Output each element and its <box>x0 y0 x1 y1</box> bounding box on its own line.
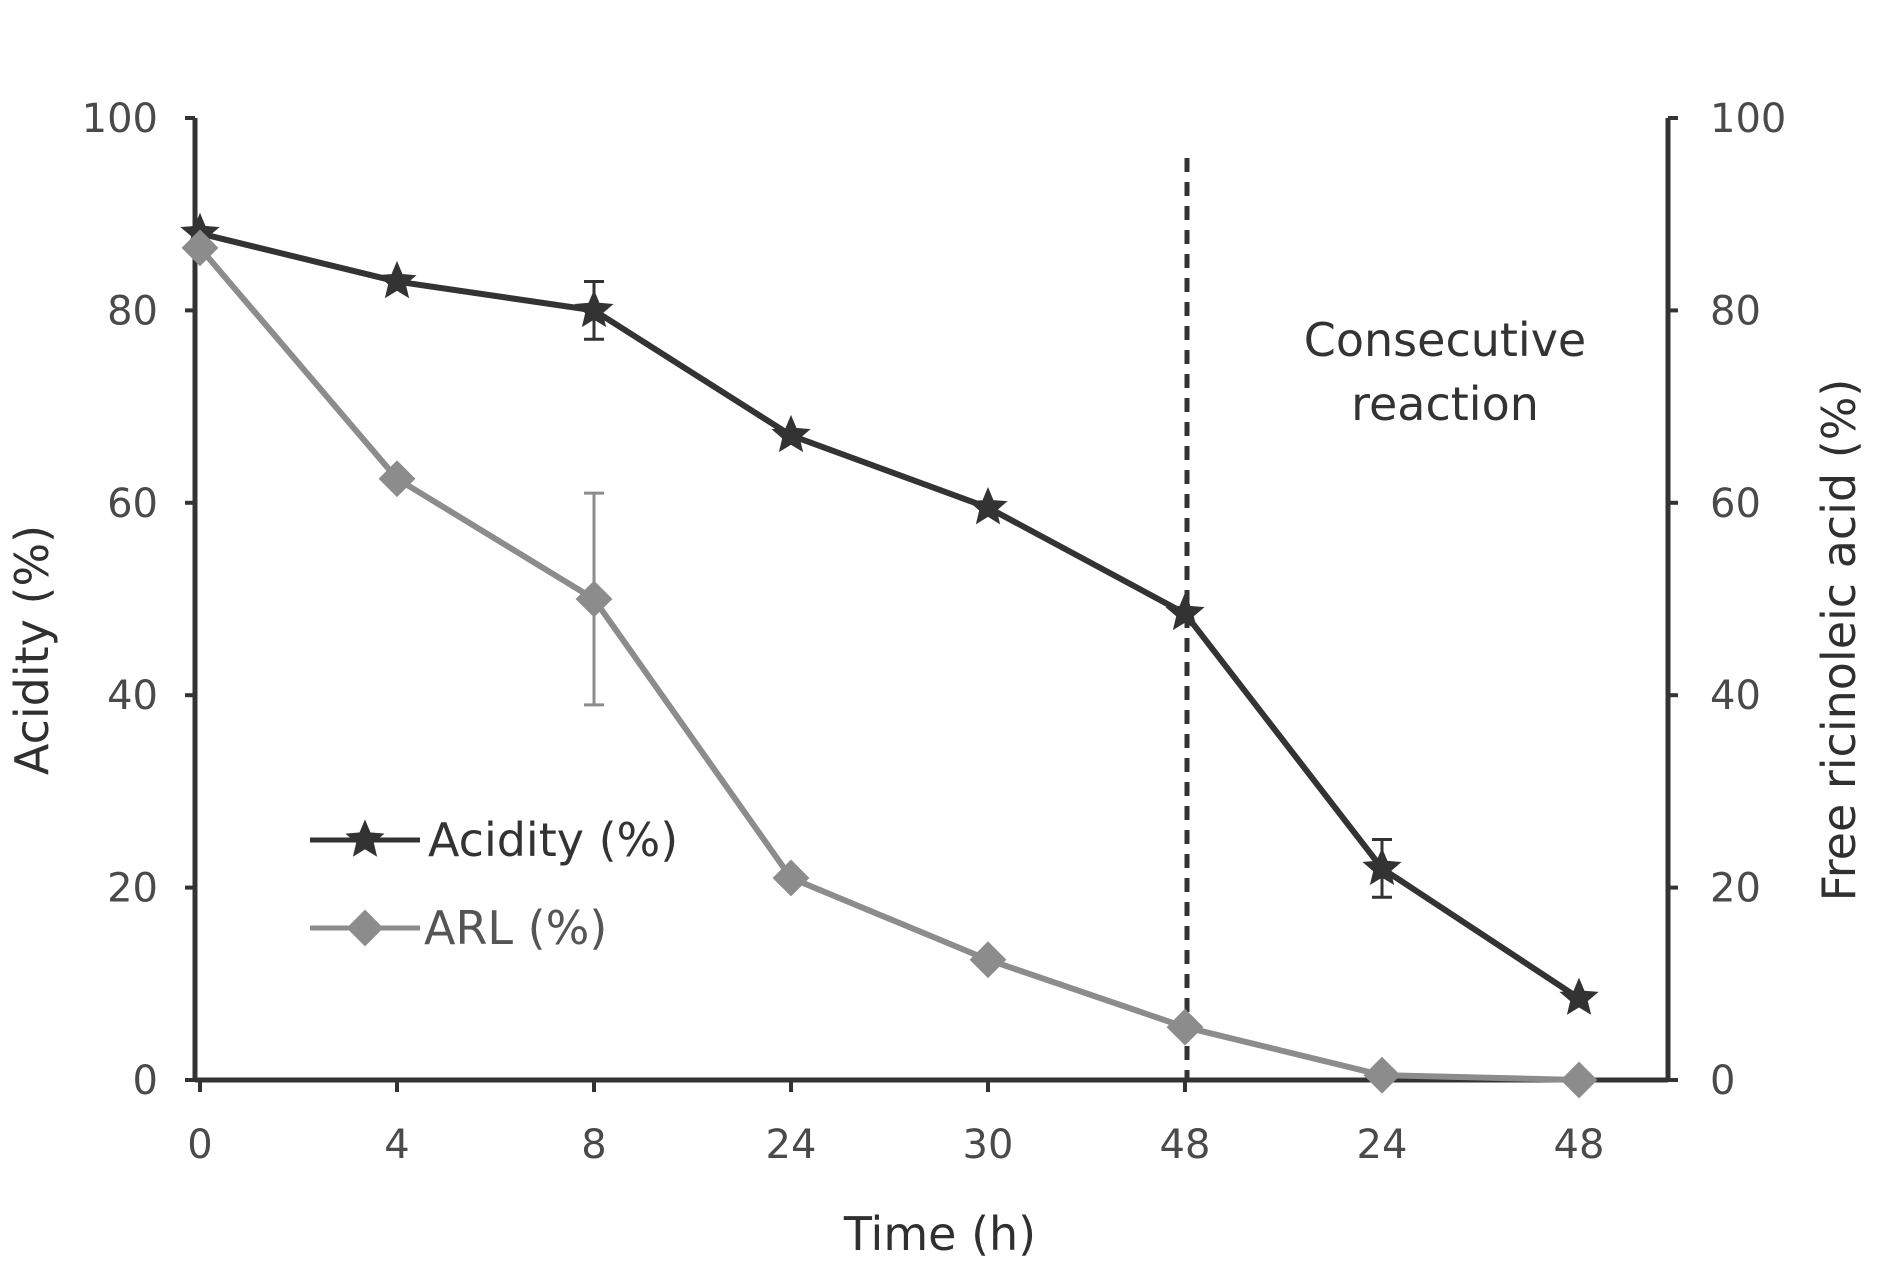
right-y-tick-label: 100 <box>1710 96 1786 142</box>
left-y-tick-label: 40 <box>107 673 158 719</box>
data-point <box>1166 1008 1204 1046</box>
legend-label-arl: ARL (%) <box>424 901 607 955</box>
legend: Acidity (%) ARL (%) <box>310 813 678 955</box>
annotation-line-1: Consecutive <box>1304 313 1586 367</box>
x-tick-label: 24 <box>766 1122 817 1168</box>
data-point <box>378 460 416 498</box>
x-tick-label: 8 <box>581 1122 606 1168</box>
x-tick-label: 48 <box>1160 1122 1211 1168</box>
right-y-tick-label: 0 <box>1710 1058 1735 1104</box>
data-point <box>1165 592 1205 631</box>
data-point <box>1560 1061 1598 1099</box>
left-y-tick-label: 20 <box>107 866 158 912</box>
left-y-tick-label: 60 <box>107 481 158 527</box>
x-tick-label: 30 <box>963 1122 1014 1168</box>
legend-marker-arl <box>346 909 384 947</box>
x-tick-label: 24 <box>1357 1122 1408 1168</box>
x-tick-label: 0 <box>187 1122 212 1168</box>
series-1 <box>181 229 1598 1099</box>
legend-marker-acidity <box>345 819 385 857</box>
x-tick-label: 48 <box>1554 1122 1605 1168</box>
data-point <box>377 260 417 299</box>
data-point <box>771 414 811 453</box>
right-y-tick-label: 80 <box>1710 288 1761 334</box>
x-axis-title: Time (h) <box>843 1207 1036 1261</box>
annotation-line-2: reaction <box>1351 377 1539 431</box>
data-point <box>1363 1056 1401 1094</box>
right-y-tick-label: 40 <box>1710 673 1761 719</box>
x-tick-label: 4 <box>384 1122 409 1168</box>
data-point <box>969 941 1007 979</box>
left-y-tick-label: 80 <box>107 288 158 334</box>
y-axis-title: Acidity (%) <box>5 525 59 775</box>
left-y-tick-label: 100 <box>82 96 158 142</box>
data-point <box>772 859 810 897</box>
data-point <box>968 487 1008 525</box>
left-y-tick-label: 0 <box>133 1058 158 1104</box>
right-y-tick-label: 20 <box>1710 866 1761 912</box>
series-line <box>199 230 1581 1001</box>
data-point <box>574 289 614 328</box>
y2-axis-title: Free ricinoleic acid (%) <box>1812 379 1866 902</box>
series-0 <box>180 212 1599 1015</box>
data-point <box>181 229 219 267</box>
data-point <box>1559 977 1599 1015</box>
legend-label-acidity: Acidity (%) <box>428 813 678 867</box>
series-line <box>197 245 1580 1083</box>
right-y-tick-label: 60 <box>1710 481 1761 527</box>
data-point <box>1362 847 1402 885</box>
data-point <box>575 580 613 618</box>
